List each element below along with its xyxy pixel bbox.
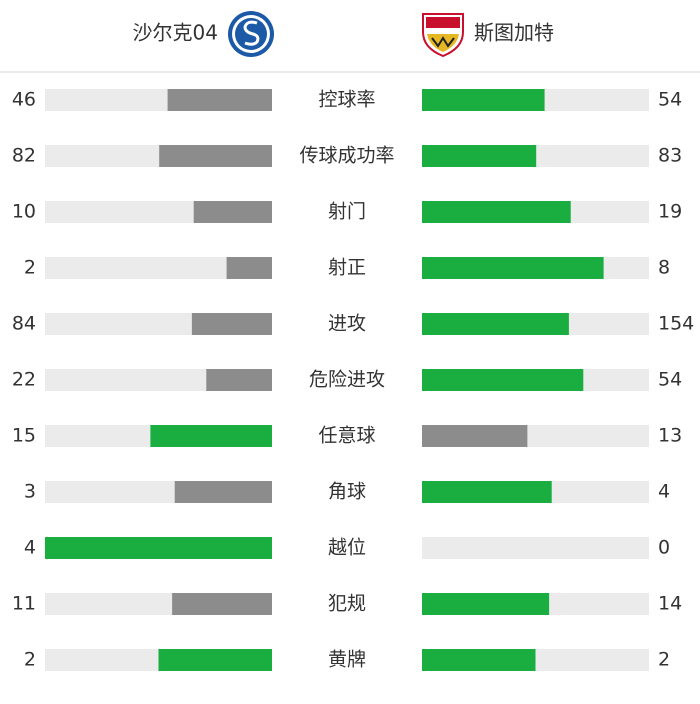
stat-label: 控球率 [318,89,375,111]
home-value: 15 [12,425,36,447]
home-value: 4 [24,537,36,559]
away-value: 154 [658,313,694,335]
home-value: 11 [12,593,36,615]
home-bar [150,425,272,447]
home-bar [226,257,272,279]
away-value: 2 [658,649,670,671]
stat-label: 黄牌 [328,649,366,671]
home-value: 22 [12,369,36,391]
away-bar [422,257,604,279]
home-value: 2 [24,649,36,671]
home-bar [191,313,272,335]
away-bar [422,89,545,111]
home-value: 10 [12,201,36,223]
home-bar [193,201,272,223]
away-value: 13 [658,425,682,447]
away-value: 19 [658,201,682,223]
home-value: 2 [24,257,36,279]
home-bar [206,369,272,391]
away-bar [422,145,537,167]
away-value: 4 [658,481,670,503]
stat-label: 任意球 [318,425,375,447]
away-team-logo [422,13,464,58]
stat-label: 射门 [328,201,366,223]
home-track [45,257,272,279]
away-value: 14 [658,593,682,615]
home-value: 3 [24,481,36,503]
home-value: 46 [12,89,36,111]
away-bar [422,425,528,447]
away-bar [422,369,584,391]
home-bar [45,537,272,559]
stat-label: 进攻 [328,313,366,335]
away-track [422,537,649,559]
stat-label: 越位 [328,537,366,559]
stat-label: 角球 [328,481,366,503]
away-value: 83 [658,145,682,167]
home-bar [167,89,272,111]
away-bar [422,593,550,615]
stat-label: 危险进攻 [309,369,385,391]
home-value: 84 [12,313,36,335]
away-value: 0 [658,537,670,559]
home-bar [174,481,272,503]
away-bar [422,481,552,503]
stat-label: 犯规 [328,593,366,615]
home-bar [159,145,272,167]
stat-label: 传球成功率 [299,145,394,167]
away-value: 8 [658,257,670,279]
away-value: 54 [658,369,682,391]
home-team-name: 沙尔克04 [133,21,218,45]
away-bar [422,313,569,335]
home-bar [158,649,272,671]
stat-label: 射正 [328,257,366,279]
away-bar [422,201,571,223]
away-value: 54 [658,89,682,111]
home-team-logo [228,11,274,57]
home-value: 82 [12,145,36,167]
home-bar [172,593,272,615]
away-team-name: 斯图加特 [474,21,554,45]
away-bar [422,649,536,671]
